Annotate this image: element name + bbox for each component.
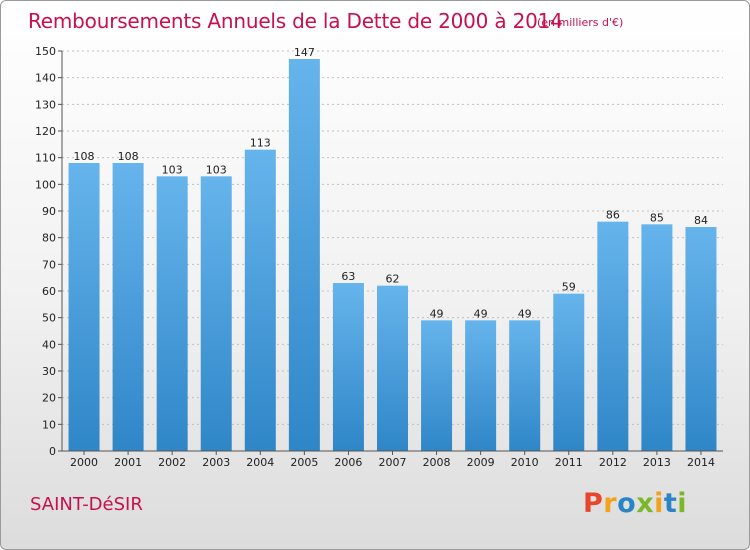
- x-tick-label: 2014: [687, 456, 715, 469]
- y-tick-label: 150: [35, 45, 56, 58]
- y-tick-label: 120: [35, 125, 56, 138]
- bar-value-label: 49: [430, 307, 444, 320]
- bar-value-label: 49: [518, 307, 532, 320]
- x-tick-label: 2000: [70, 456, 98, 469]
- logo-letter: t: [663, 488, 678, 519]
- x-tick-label: 2009: [467, 456, 495, 469]
- bar-2011: [553, 293, 585, 451]
- logo-letter: o: [617, 488, 637, 519]
- bar-value-label: 113: [250, 137, 271, 150]
- y-tick-label: 140: [35, 72, 56, 85]
- y-tick-label: 100: [35, 178, 56, 191]
- bar-2006: [332, 283, 364, 451]
- bar-2002: [156, 176, 188, 452]
- x-tick-label: 2005: [290, 456, 318, 469]
- logo-letter: i: [654, 488, 664, 519]
- y-tick-label: 50: [42, 312, 56, 325]
- logo-letter: r: [603, 488, 618, 519]
- bars: [68, 59, 717, 452]
- y-tick-label: 0: [49, 445, 56, 458]
- bar-value-label: 147: [294, 46, 315, 59]
- bar-2010: [509, 320, 541, 451]
- bar-2012: [597, 221, 629, 451]
- bar-2000: [68, 163, 100, 451]
- x-tick-label: 2012: [599, 456, 627, 469]
- x-tick-label: 2007: [379, 456, 407, 469]
- bar-value-label: 59: [562, 281, 576, 294]
- y-tick-label: 110: [35, 152, 56, 165]
- x-tick-label: 2003: [202, 456, 230, 469]
- x-tick-label: 2004: [246, 456, 274, 469]
- y-tick-label: 20: [42, 392, 56, 405]
- x-tick-label: 2001: [114, 456, 142, 469]
- bar-value-label: 86: [606, 209, 620, 222]
- bar-value-label: 108: [74, 150, 95, 163]
- y-tick-label: 130: [35, 98, 56, 111]
- bar-2004: [244, 149, 276, 451]
- bar-value-label: 62: [386, 273, 400, 286]
- bar-2013: [641, 224, 673, 451]
- y-tick-label: 70: [42, 258, 56, 271]
- bar-value-label: 49: [474, 307, 488, 320]
- bar-value-label: 63: [341, 270, 355, 283]
- logo-letter: i: [677, 488, 688, 519]
- bar-value-label: 84: [694, 214, 708, 227]
- axes: [58, 50, 723, 455]
- bar-2005: [288, 59, 320, 451]
- bar-value-label: 108: [118, 150, 139, 163]
- chart-title: Remboursements Annuels de la Dette de 20…: [28, 9, 563, 33]
- logo-letter: x: [636, 488, 655, 519]
- x-tick-label: 2010: [511, 456, 539, 469]
- logo-letter: P: [583, 488, 604, 519]
- y-tick-label: 80: [42, 232, 56, 245]
- bar-value-label: 103: [206, 163, 227, 176]
- y-tick-label: 40: [42, 338, 56, 351]
- bar-2001: [112, 163, 144, 451]
- bar-2009: [465, 320, 497, 451]
- x-tick-label: 2002: [158, 456, 186, 469]
- labels: 0 10 20 30 40 50 60 70 80 90 100 110 120 130 140 150 108…: [35, 45, 715, 469]
- proxiti-logo: Proxiti: [583, 488, 687, 519]
- bar-2003: [200, 176, 232, 452]
- bar-2007: [377, 285, 408, 451]
- bar-2008: [421, 320, 453, 451]
- y-tick-label: 60: [42, 285, 56, 298]
- x-tick-label: 2013: [643, 456, 671, 469]
- x-tick-label: 2011: [555, 456, 583, 469]
- bar-value-label: 103: [162, 163, 183, 176]
- x-tick-label: 2006: [334, 456, 362, 469]
- chart-subtitle: (en milliers d'€): [537, 16, 624, 29]
- x-tick-label: 2008: [423, 456, 451, 469]
- y-tick-label: 30: [42, 365, 56, 378]
- commune-name: SAINT-DéSIR: [30, 494, 143, 515]
- y-tick-label: 10: [42, 418, 56, 431]
- y-tick-label: 90: [42, 205, 56, 218]
- bar-value-label: 85: [650, 211, 664, 224]
- bar-2014: [685, 227, 717, 451]
